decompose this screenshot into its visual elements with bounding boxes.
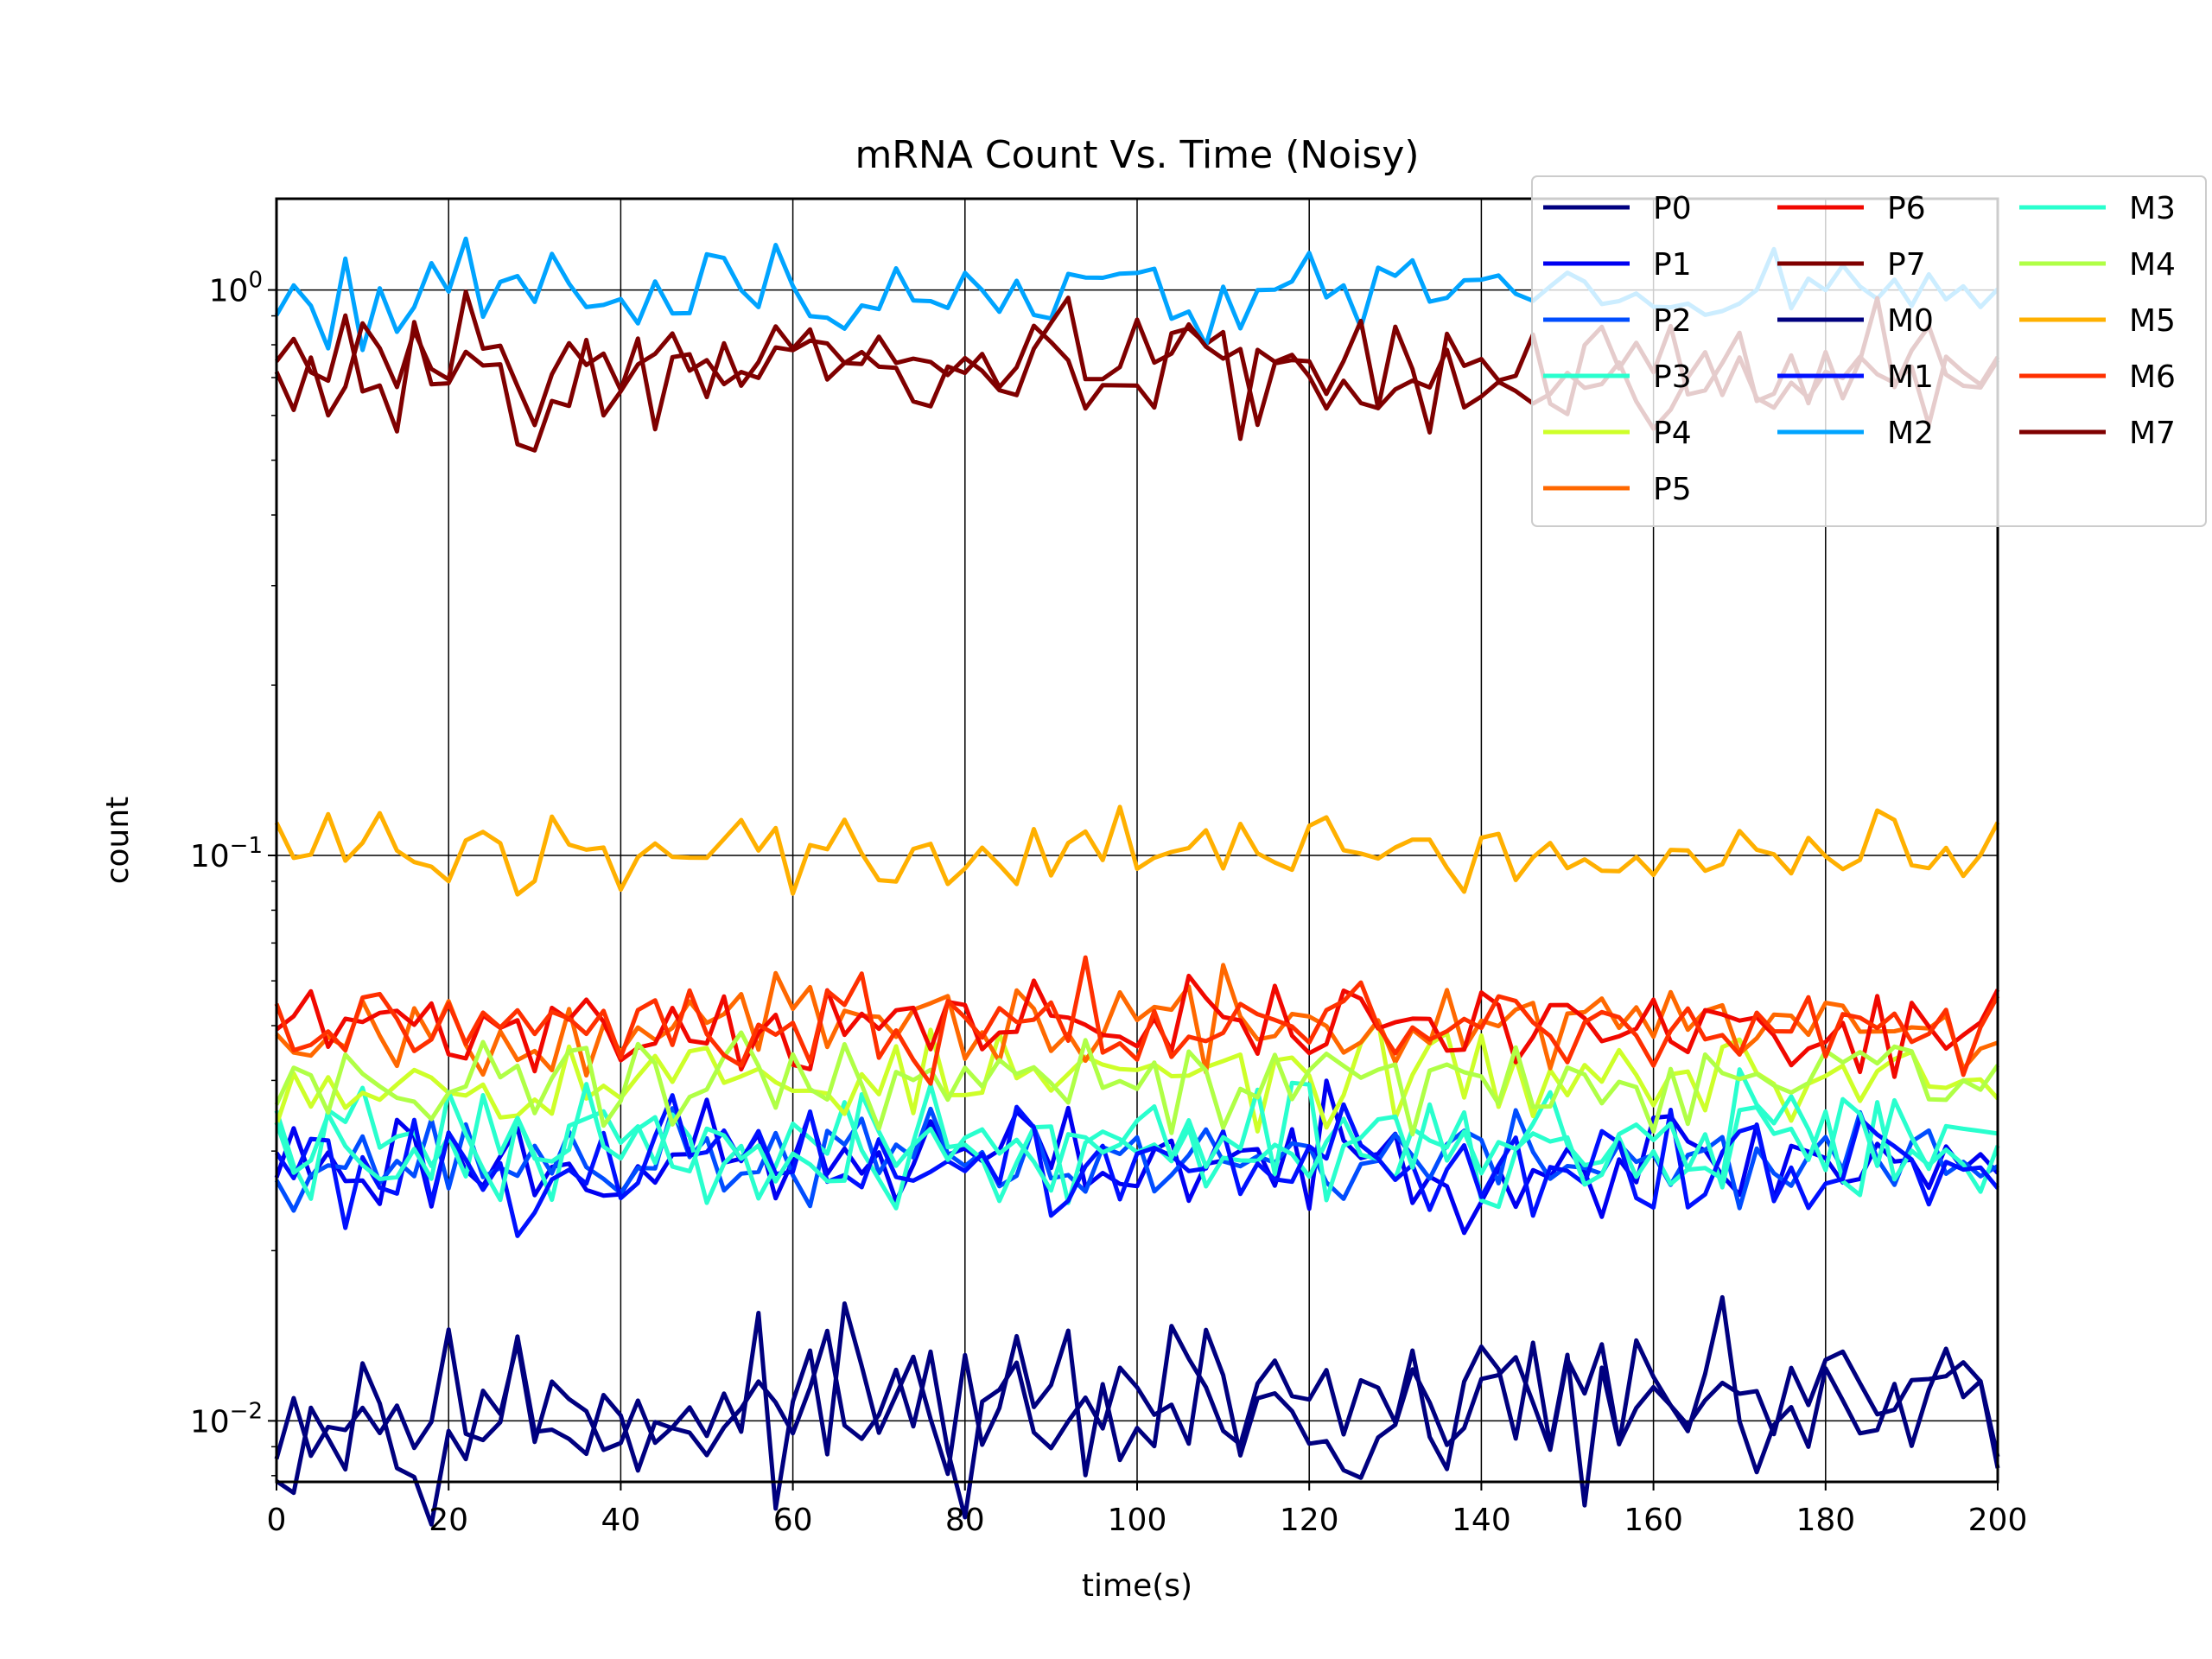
legend-label: P1 <box>1653 247 1692 283</box>
x-tick-label: 100 <box>1108 1503 1167 1538</box>
x-tick-label: 80 <box>945 1503 985 1538</box>
x-axis-label: time(s) <box>1082 1568 1192 1604</box>
legend-label: P3 <box>1653 359 1692 395</box>
legend-label: M7 <box>2129 416 2176 451</box>
legend-label: M1 <box>1887 359 1934 395</box>
y-tick-label: 10−1 <box>190 833 263 874</box>
x-tick-label: 200 <box>1968 1503 2028 1538</box>
series-lines <box>274 236 2000 1527</box>
legend-label: P6 <box>1887 191 1926 226</box>
series-line-p5 <box>275 963 1999 1078</box>
x-tick-label: 160 <box>1624 1503 1683 1538</box>
x-tick-label: 20 <box>429 1503 468 1538</box>
x-tick-label: 180 <box>1796 1503 1855 1538</box>
x-axis-ticks: 0 20 40 60 80 100 120 140 160 180 200 <box>267 1482 2028 1538</box>
y-axis-ticks: 10−2 10−1 100 <box>190 268 276 1477</box>
legend-label: M0 <box>1887 303 1934 339</box>
legend: P0 P1 P2 P3 P4 P5 P6 P7 M0 M1 M2 M3 M4 M5 M6 M7 <box>1531 175 2207 527</box>
series-line-m5 <box>274 804 2000 897</box>
legend-label: P4 <box>1653 416 1692 451</box>
legend-box <box>1531 175 2207 527</box>
series-line-p0 <box>274 1327 2000 1520</box>
x-tick-label: 0 <box>267 1503 287 1538</box>
legend-label: M3 <box>2129 191 2176 226</box>
legend-label: M2 <box>1887 416 1934 451</box>
y-tick-label: 10−2 <box>190 1398 263 1440</box>
legend-label: M6 <box>2129 359 2176 395</box>
legend-label: P7 <box>1887 247 1926 283</box>
y-axis-label: count <box>100 797 136 885</box>
x-tick-label: 40 <box>601 1503 640 1538</box>
chart-title: mRNA Count Vs. Time (Noisy) <box>855 133 1419 177</box>
legend-label: M5 <box>2129 303 2176 339</box>
x-tick-label: 60 <box>773 1503 813 1538</box>
legend-label: P0 <box>1653 191 1692 226</box>
series-line-p4 <box>274 1019 1999 1134</box>
legend-label: P2 <box>1653 303 1692 339</box>
series-line-m1 <box>274 1093 1999 1238</box>
series-line-m4 <box>274 1030 2000 1137</box>
x-tick-label: 120 <box>1280 1503 1339 1538</box>
y-tick-label: 100 <box>209 268 263 309</box>
series-line-m3 <box>274 1067 1999 1203</box>
legend-label: P5 <box>1653 472 1692 507</box>
x-tick-label: 140 <box>1452 1503 1511 1538</box>
series-line-m6 <box>274 955 2000 1086</box>
series-line-m0 <box>275 1294 2000 1527</box>
legend-label: M4 <box>2129 247 2176 283</box>
